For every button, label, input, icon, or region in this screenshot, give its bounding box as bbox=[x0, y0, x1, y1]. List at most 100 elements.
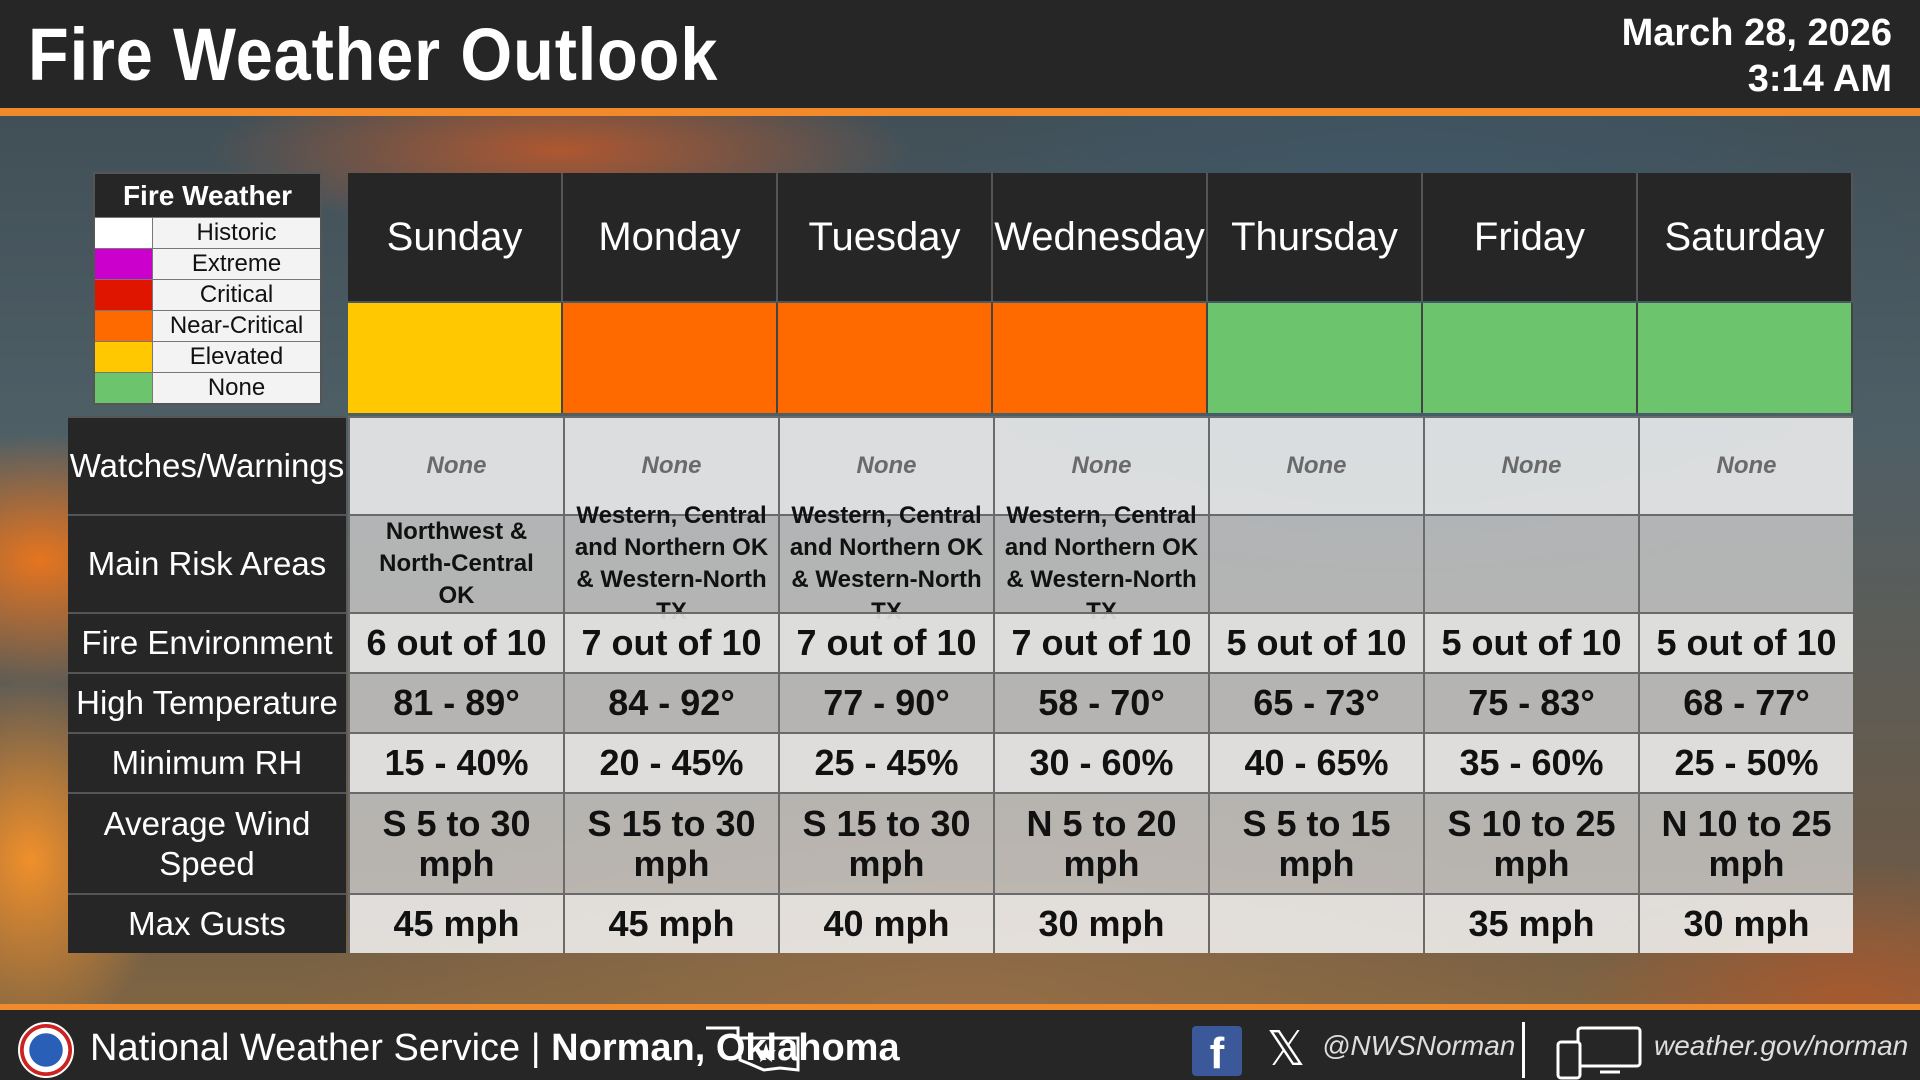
nws-logo bbox=[18, 1022, 74, 1078]
cell-risk-areas bbox=[1638, 514, 1853, 612]
legend-label: Critical bbox=[199, 281, 274, 308]
footer-bar: National Weather Service | Norman, Oklah… bbox=[0, 1004, 1920, 1080]
issue-time: 3:14 AM bbox=[1747, 58, 1892, 100]
day-header-wednesday: Wednesday bbox=[993, 173, 1208, 301]
row-label-gusts: Max Gusts bbox=[68, 893, 346, 953]
cell-gusts: 40 mph bbox=[778, 893, 993, 953]
issue-date: March 28, 2026 bbox=[1621, 12, 1892, 54]
cell-fire-env: 5 out of 10 bbox=[1423, 612, 1638, 672]
cell-watches: None bbox=[1423, 416, 1638, 514]
cell-high-temp: 81 - 89° bbox=[348, 672, 563, 732]
cell-risk-areas bbox=[1423, 514, 1638, 612]
facebook-icon[interactable]: f bbox=[1192, 1026, 1242, 1078]
legend-label: Historic bbox=[196, 219, 277, 246]
cell-high-temp: 68 - 77° bbox=[1638, 672, 1853, 732]
cell-watches: None bbox=[993, 416, 1208, 514]
cell-fire-env: 7 out of 10 bbox=[993, 612, 1208, 672]
legend-label: Elevated bbox=[189, 343, 284, 370]
footer-office: National Weather Service | Norman, Oklah… bbox=[90, 1024, 900, 1072]
risk-level-cell bbox=[1423, 303, 1638, 413]
day-header-sunday: Sunday bbox=[348, 173, 563, 301]
cell-gusts: 30 mph bbox=[993, 893, 1208, 953]
cell-high-temp: 75 - 83° bbox=[1423, 672, 1638, 732]
legend-item: None bbox=[95, 372, 320, 403]
cell-fire-env: 7 out of 10 bbox=[563, 612, 778, 672]
footer-divider bbox=[1522, 1022, 1525, 1078]
legend-swatch bbox=[95, 249, 153, 279]
risk-level-cell bbox=[1208, 303, 1423, 413]
cell-wind: N 5 to 20 mph bbox=[993, 792, 1208, 893]
website-link[interactable]: weather.gov/norman bbox=[1654, 1030, 1909, 1061]
cell-min-rh: 40 - 65% bbox=[1208, 732, 1423, 792]
cell-fire-env: 6 out of 10 bbox=[348, 612, 563, 672]
cell-min-rh: 25 - 50% bbox=[1638, 732, 1853, 792]
cell-watches: None bbox=[348, 416, 563, 514]
day-header-friday: Friday bbox=[1423, 173, 1638, 301]
legend-label: Near-Critical bbox=[169, 312, 304, 339]
cell-high-temp: 58 - 70° bbox=[993, 672, 1208, 732]
cell-watches: None bbox=[1638, 416, 1853, 514]
cell-min-rh: 30 - 60% bbox=[993, 732, 1208, 792]
day-header-thursday: Thursday bbox=[1208, 173, 1423, 301]
cell-min-rh: 35 - 60% bbox=[1423, 732, 1638, 792]
cell-gusts: 45 mph bbox=[348, 893, 563, 953]
legend-swatch bbox=[95, 280, 153, 310]
cell-high-temp: 84 - 92° bbox=[563, 672, 778, 732]
header-bar: Fire Weather Outlook March 28, 2026 3:14… bbox=[0, 0, 1920, 116]
cell-gusts: 45 mph bbox=[563, 893, 778, 953]
computer-icon bbox=[1556, 1026, 1642, 1080]
cell-wind: S 15 to 30 mph bbox=[778, 792, 993, 893]
page-title: Fire Weather Outlook bbox=[28, 13, 719, 96]
risk-level-cell bbox=[778, 303, 993, 413]
x-icon[interactable]: 𝕏 bbox=[1266, 1023, 1306, 1076]
cell-fire-env: 7 out of 10 bbox=[778, 612, 993, 672]
cell-watches: None bbox=[778, 416, 993, 514]
cell-gusts: 30 mph bbox=[1638, 893, 1853, 953]
cell-watches: None bbox=[1208, 416, 1423, 514]
legend-swatch bbox=[95, 311, 153, 341]
legend-label: None bbox=[207, 374, 266, 401]
cell-min-rh: 20 - 45% bbox=[563, 732, 778, 792]
day-header-saturday: Saturday bbox=[1638, 173, 1853, 301]
row-label-fire-env: Fire Environment bbox=[68, 612, 346, 672]
cell-high-temp: 77 - 90° bbox=[778, 672, 993, 732]
cell-min-rh: 25 - 45% bbox=[778, 732, 993, 792]
cell-risk-areas: Western, Central and Northern OK & Weste… bbox=[778, 502, 993, 625]
fire-weather-legend: Fire Weather Historic Extreme Critical Near… bbox=[93, 172, 322, 405]
issue-datetime: March 28, 2026 3:14 AM bbox=[1622, 10, 1892, 102]
legend-item: Near-Critical bbox=[95, 310, 320, 341]
legend-item: Critical bbox=[95, 279, 320, 310]
oklahoma-icon: ★ bbox=[706, 1026, 800, 1072]
footer-org: National Weather Service | bbox=[90, 1027, 552, 1069]
cell-wind: N 10 to 25 mph bbox=[1638, 792, 1853, 893]
legend-swatch bbox=[95, 342, 153, 372]
cell-risk-areas: Western, Central and Northern OK & Weste… bbox=[563, 502, 778, 625]
legend-swatch bbox=[95, 373, 153, 403]
cell-high-temp: 65 - 73° bbox=[1208, 672, 1423, 732]
legend-item: Elevated bbox=[95, 341, 320, 372]
risk-level-cell bbox=[1638, 303, 1853, 413]
cell-risk-areas: Western, Central and Northern OK & Weste… bbox=[993, 502, 1208, 625]
svg-text:★: ★ bbox=[754, 1039, 777, 1069]
footer-location: Norman, Oklahoma bbox=[551, 1027, 900, 1069]
legend-label: Extreme bbox=[191, 250, 282, 277]
cell-wind: S 5 to 15 mph bbox=[1208, 792, 1423, 893]
social-handle[interactable]: @NWSNorman bbox=[1322, 1030, 1516, 1061]
day-header-tuesday: Tuesday bbox=[778, 173, 993, 301]
cell-gusts: 35 mph bbox=[1423, 893, 1638, 953]
legend-title: Fire Weather bbox=[122, 180, 293, 211]
risk-level-cell bbox=[348, 303, 563, 413]
row-label-watches: Watches/Warnings bbox=[68, 416, 346, 514]
risk-level-cell bbox=[563, 303, 778, 413]
cell-risk-areas bbox=[1208, 514, 1423, 612]
cell-min-rh: 15 - 40% bbox=[348, 732, 563, 792]
legend-swatch bbox=[95, 218, 153, 248]
cell-risk-areas: Northwest & North-Central OK bbox=[348, 514, 563, 612]
cell-wind: S 10 to 25 mph bbox=[1423, 792, 1638, 893]
legend-item: Extreme bbox=[95, 248, 320, 279]
row-label-min-rh: Minimum RH bbox=[68, 732, 346, 792]
cell-gusts bbox=[1208, 893, 1423, 953]
cell-wind: S 15 to 30 mph bbox=[563, 792, 778, 893]
row-label-risk-areas: Main Risk Areas bbox=[68, 514, 346, 612]
row-label-high-temp: High Temperature bbox=[68, 672, 346, 732]
